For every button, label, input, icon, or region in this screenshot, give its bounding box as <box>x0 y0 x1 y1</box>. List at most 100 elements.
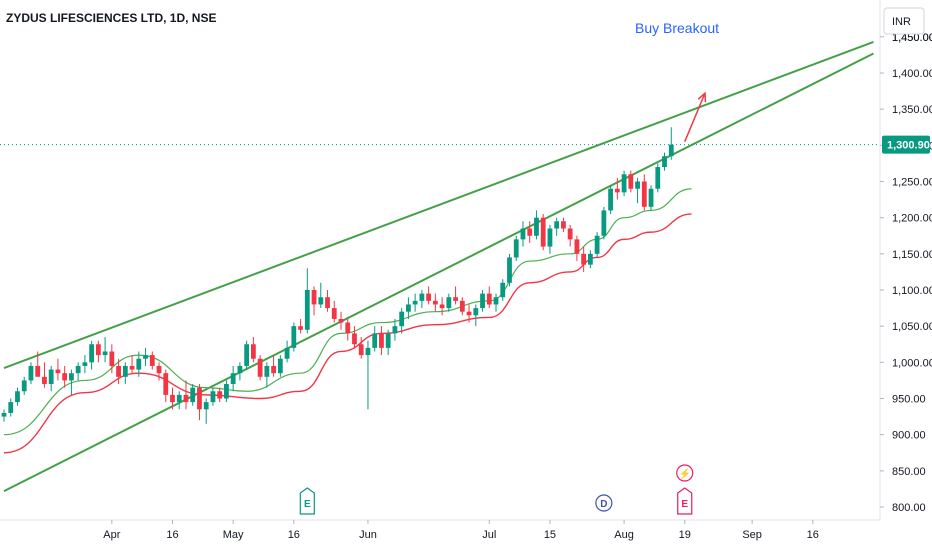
candle-body <box>648 188 654 207</box>
candle <box>587 250 593 269</box>
y-tick-label: 1,450.00 <box>892 32 932 44</box>
candle <box>432 293 438 312</box>
buy-breakout-annotation: Buy Breakout <box>635 20 719 36</box>
last-price-tag: 1,300.90 <box>882 135 930 154</box>
candle <box>183 380 189 410</box>
candle <box>365 340 371 410</box>
candle <box>116 358 121 385</box>
candle-body <box>8 402 14 413</box>
candle <box>1 409 7 422</box>
trendlines <box>3 40 874 492</box>
candle-body <box>453 297 458 301</box>
candle-body <box>527 228 533 236</box>
candle <box>170 387 175 410</box>
candle <box>163 369 169 403</box>
candle-body <box>581 253 587 265</box>
y-tick-label: 950.00 <box>892 394 926 406</box>
candle-body <box>520 228 526 240</box>
candle-body <box>183 394 189 403</box>
candle-body <box>338 318 344 323</box>
candle-body <box>82 362 88 366</box>
candle <box>325 290 330 312</box>
candle-body <box>547 228 553 247</box>
candle <box>42 362 47 388</box>
candle <box>21 376 27 395</box>
currency-label: INR <box>892 16 911 28</box>
candle-body <box>480 293 485 309</box>
split-badge[interactable]: ⚡ <box>676 464 694 482</box>
candle <box>176 391 182 410</box>
candle <box>345 318 351 341</box>
candles <box>1 127 674 424</box>
candle-body <box>48 369 54 385</box>
candle <box>507 253 512 287</box>
candle <box>493 293 499 312</box>
x-tick-label: 19 <box>679 529 691 541</box>
dividend-badge[interactable]: D <box>595 494 613 512</box>
candle <box>561 217 566 233</box>
candle <box>648 185 654 211</box>
candle-body <box>170 394 175 403</box>
candle-body <box>614 188 620 193</box>
candle <box>331 300 337 323</box>
candle <box>513 235 519 262</box>
candle-body <box>662 156 667 168</box>
candle <box>75 362 81 381</box>
candle-body <box>284 347 290 359</box>
candle <box>217 387 223 403</box>
candle-body <box>513 239 519 258</box>
candle-body <box>1 412 7 417</box>
earnings-badge[interactable]: E <box>299 487 315 515</box>
candle-body <box>493 297 499 305</box>
earnings-badge-label: E <box>304 499 311 510</box>
candle-body <box>561 221 566 229</box>
candle <box>527 221 533 243</box>
x-tick-label: 16 <box>288 529 300 541</box>
candle-body <box>190 387 196 403</box>
candle-body <box>399 311 405 327</box>
candle-body <box>143 355 148 359</box>
candle-body <box>507 257 512 283</box>
candle <box>109 344 115 374</box>
candle <box>203 398 209 424</box>
candle <box>459 297 465 316</box>
candle <box>352 326 357 348</box>
candle <box>419 290 425 309</box>
candle-body <box>62 373 68 381</box>
candle <box>250 337 256 363</box>
last-price-tag-label: 1,300.90 <box>887 140 930 152</box>
candle-body <box>176 394 182 403</box>
y-tick-label: 1,350.00 <box>892 104 932 116</box>
candle <box>102 337 108 363</box>
candle <box>662 152 667 171</box>
candle <box>614 177 620 200</box>
candle-body <box>655 167 661 189</box>
currency-button[interactable]: INR <box>883 7 925 35</box>
candle <box>298 318 303 334</box>
y-tick-label: 1,200.00 <box>892 213 932 225</box>
candle <box>277 355 283 377</box>
candle-body <box>608 188 613 211</box>
y-tick-label: 1,050.00 <box>892 321 932 333</box>
candle <box>224 380 229 403</box>
candle <box>581 246 587 272</box>
candle-body <box>15 391 20 403</box>
candle-body <box>574 239 580 254</box>
split-badge-label: ⚡ <box>679 467 691 480</box>
candle <box>149 351 155 370</box>
candle <box>338 311 344 330</box>
candle-body <box>587 253 593 265</box>
candle <box>318 282 324 309</box>
overlays: E D E ⚡ <box>0 91 880 515</box>
candle <box>156 362 162 381</box>
candle-body <box>163 373 169 395</box>
candle-body <box>412 300 418 305</box>
candle <box>55 358 61 381</box>
candle-body <box>136 358 142 370</box>
y-tick-label: 1,100.00 <box>892 285 932 297</box>
candle-body <box>129 365 135 370</box>
earnings-badge[interactable]: E <box>677 487 693 515</box>
candle <box>641 174 647 211</box>
y-tick-label: 1,400.00 <box>892 68 932 80</box>
